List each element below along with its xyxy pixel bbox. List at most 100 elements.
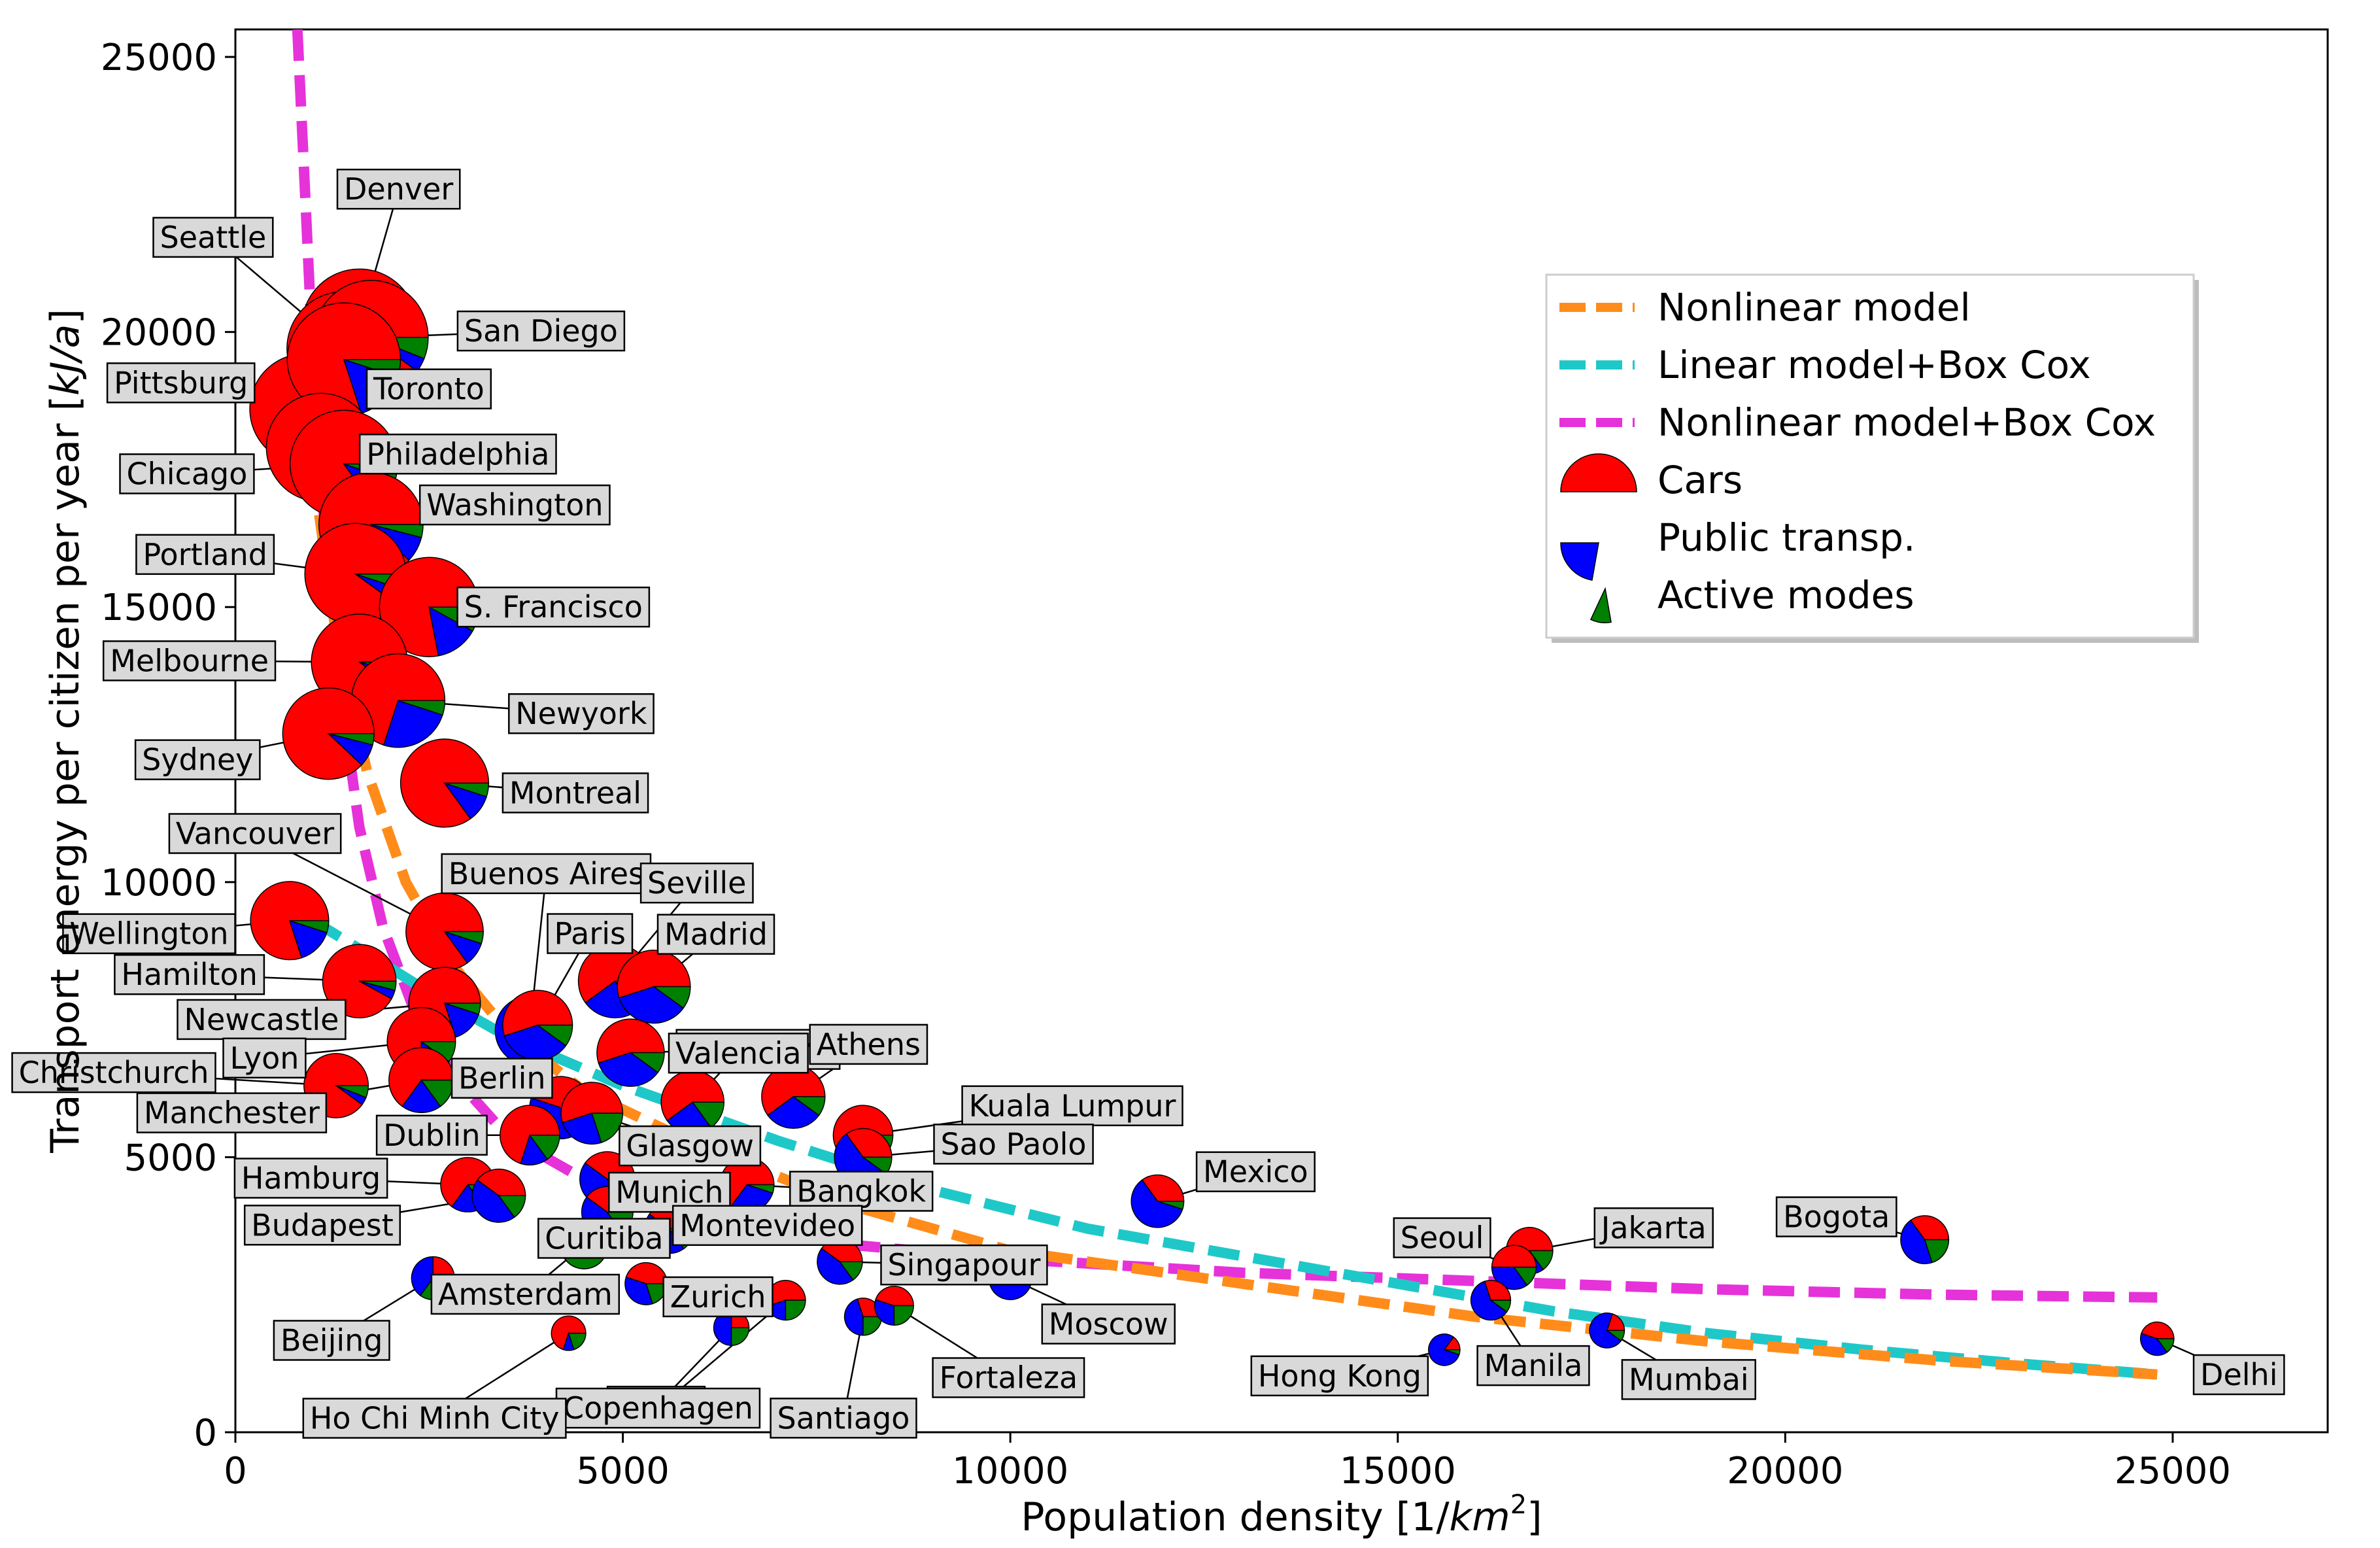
city-name: Denver xyxy=(344,171,453,207)
active-wedge xyxy=(328,732,375,746)
city-label-sao-paolo: Sao Paolo xyxy=(933,1124,1094,1165)
pie-mumbai xyxy=(1589,1312,1625,1349)
pie-mexico xyxy=(1130,1174,1185,1228)
label-box xyxy=(135,534,275,576)
label-box xyxy=(1393,1217,1491,1258)
city-label-singapour: Singapour xyxy=(880,1244,1048,1286)
city-label-mumbai: Mumbai xyxy=(1621,1359,1756,1400)
city-name: Newcastle xyxy=(184,1002,339,1037)
label-box xyxy=(418,484,611,526)
label-box xyxy=(134,739,261,780)
legend-label: Linear model+Box Cox xyxy=(1658,343,2091,387)
city-label-bangkok: Bangkok xyxy=(789,1171,934,1212)
city-label-seattle: Seattle xyxy=(152,216,274,258)
legend-label: Cars xyxy=(1658,458,1742,502)
label-box xyxy=(136,1092,328,1133)
label-box xyxy=(450,1058,553,1099)
label-box xyxy=(1593,1207,1714,1248)
active-wedge xyxy=(498,1195,526,1218)
cars-wedge xyxy=(560,1082,624,1124)
city-name: Madrid xyxy=(664,917,768,952)
city-label-curitiba: Curitiba xyxy=(537,1218,671,1259)
active-wedge xyxy=(1924,1239,1950,1264)
city-label-seville: Seville xyxy=(639,862,754,904)
label-box xyxy=(880,1244,1048,1286)
pie-manila xyxy=(1470,1280,1512,1321)
legend-label: Nonlinear model+Box Cox xyxy=(1658,400,2156,445)
city-name: Santiago xyxy=(777,1400,910,1436)
label-box xyxy=(1041,1303,1176,1345)
city-name: Berlin xyxy=(458,1061,546,1096)
city-label-bogota: Bogota xyxy=(1775,1196,1897,1237)
city-name: Montreal xyxy=(509,775,641,810)
label-box xyxy=(168,813,342,854)
city-name: Hamilton xyxy=(121,957,257,992)
pie-montreal xyxy=(400,738,490,828)
label-box xyxy=(1621,1359,1756,1400)
city-name: Kuala Lumpur xyxy=(969,1088,1176,1124)
active-wedge xyxy=(536,1024,573,1046)
label-box xyxy=(119,453,255,494)
city-label-montevideo: Montevideo xyxy=(672,1205,863,1247)
city-name: Mexico xyxy=(1203,1154,1308,1190)
label-box xyxy=(672,1205,863,1247)
city-label-zurich: Zurich xyxy=(662,1276,774,1318)
label-box xyxy=(1476,1345,1590,1386)
label-box xyxy=(1250,1355,1429,1397)
pie-athens xyxy=(761,1064,826,1129)
city-name: San Diego xyxy=(464,313,618,349)
public-wedge xyxy=(598,1052,659,1087)
public-wedge xyxy=(767,1095,820,1129)
label-box xyxy=(358,434,557,475)
active-wedge xyxy=(785,1299,806,1321)
active-wedge xyxy=(1513,1266,1537,1286)
city-label-toronto: Toronto xyxy=(366,368,492,409)
legend-wedge-swatch xyxy=(1560,542,1599,581)
city-label-moscow: Moscow xyxy=(1041,1303,1176,1345)
label-box xyxy=(508,693,654,734)
legend-label: Active modes xyxy=(1658,573,1914,617)
label-box xyxy=(62,913,236,954)
city-label-seoul: Seoul xyxy=(1393,1217,1491,1258)
pie-sydney xyxy=(282,687,375,780)
city-label-valencia: Valencia xyxy=(668,1033,809,1074)
pie-madrid xyxy=(617,950,691,1024)
city-label-delhi: Delhi xyxy=(2192,1354,2285,1396)
label-box xyxy=(1195,1151,1316,1192)
city-label-pittsburg: Pittsburg xyxy=(106,362,256,404)
city-label-montreal: Montreal xyxy=(502,772,649,814)
x-tick-label: 0 xyxy=(224,1450,247,1492)
label-box xyxy=(11,1052,216,1093)
public-wedge xyxy=(817,1247,854,1285)
city-name: Valencia xyxy=(675,1035,802,1071)
city-label-fortaleza: Fortaleza xyxy=(932,1357,1085,1398)
label-box xyxy=(375,1114,488,1156)
label-box xyxy=(547,913,634,954)
city-name: Lyon xyxy=(230,1041,299,1076)
cars-wedge xyxy=(282,687,375,780)
active-wedge xyxy=(652,986,691,1009)
active-wedge xyxy=(335,1085,369,1099)
pie-delhi xyxy=(2139,1321,2175,1356)
active-wedge xyxy=(528,1135,560,1160)
city-label-portland: Portland xyxy=(135,534,275,576)
active-wedge xyxy=(568,1332,586,1350)
city-label-budapest: Budapest xyxy=(243,1205,401,1246)
city-name: Toronto xyxy=(373,371,484,407)
active-wedge xyxy=(398,700,446,716)
cars-wedge xyxy=(875,1286,914,1307)
plot-frame xyxy=(234,28,2329,1434)
label-box xyxy=(106,362,256,404)
label-box xyxy=(668,1033,809,1074)
city-name: Singapour xyxy=(887,1247,1040,1282)
y-axis-label: Transport energy per citizen per year [k… xyxy=(42,309,88,1154)
active-wedge xyxy=(792,1096,826,1116)
label-box xyxy=(302,1398,567,1439)
city-name: Wellington xyxy=(69,916,228,952)
pie-budapest xyxy=(471,1168,526,1223)
city-name: Paris xyxy=(554,916,626,952)
active-wedge xyxy=(444,782,490,798)
city-label-christchurch: Christchurch xyxy=(11,1052,216,1093)
pie-singapour xyxy=(817,1238,863,1285)
pie-vancouver xyxy=(405,892,484,971)
